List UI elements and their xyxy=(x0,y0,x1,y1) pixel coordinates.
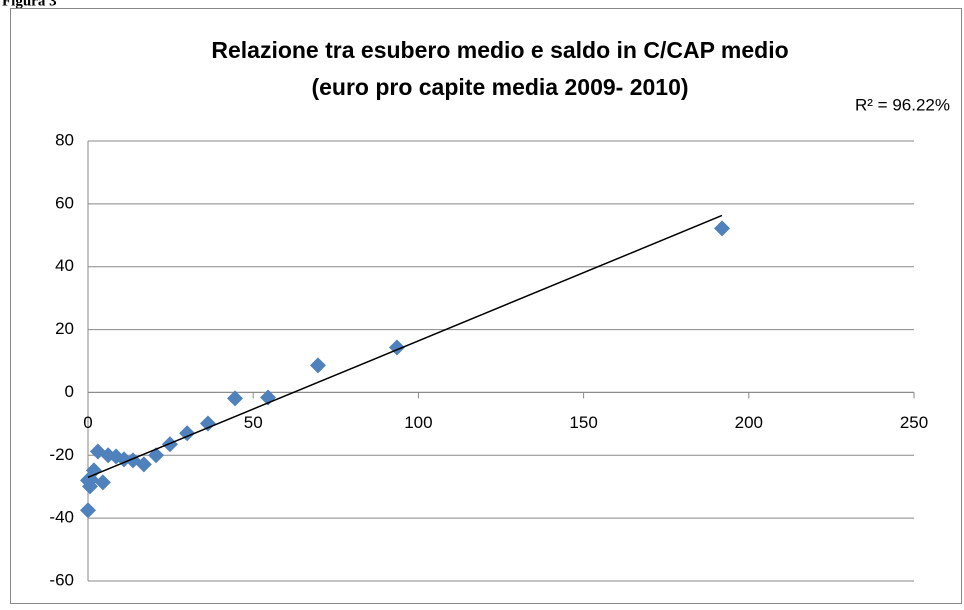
point xyxy=(94,474,111,491)
chart-title: Relazione tra esubero medio e saldo in C… xyxy=(211,37,788,63)
caption: Figura 3 xyxy=(2,0,57,9)
chart-border xyxy=(10,8,962,604)
point xyxy=(309,357,326,374)
x-tick-label: 200 xyxy=(735,413,763,432)
annotation: R² = 96.22% xyxy=(855,95,950,114)
y-tick-label: 20 xyxy=(55,319,74,338)
point xyxy=(161,436,178,453)
chart-title: (euro pro capite media 2009- 2010) xyxy=(311,74,688,100)
y-tick-label: 40 xyxy=(55,256,74,275)
y-tick-label: 0 xyxy=(65,382,74,401)
trendline xyxy=(87,214,723,478)
y-tick-label: -40 xyxy=(49,508,74,527)
x-tick-label: 100 xyxy=(404,413,432,432)
y-tick-label: -60 xyxy=(49,570,74,589)
x-tick-label: 0 xyxy=(83,413,92,432)
point xyxy=(81,478,98,495)
y-tick-label: 80 xyxy=(55,130,74,149)
point xyxy=(227,390,244,407)
y-tick-label: 60 xyxy=(55,193,74,212)
x-tick-label: 150 xyxy=(569,413,597,432)
point xyxy=(89,443,106,460)
y-tick-label: -20 xyxy=(49,445,74,464)
point xyxy=(714,220,731,237)
x-tick-label: 250 xyxy=(900,413,928,432)
x-tick-label: 50 xyxy=(244,413,263,432)
point xyxy=(199,415,216,432)
point xyxy=(80,502,96,519)
